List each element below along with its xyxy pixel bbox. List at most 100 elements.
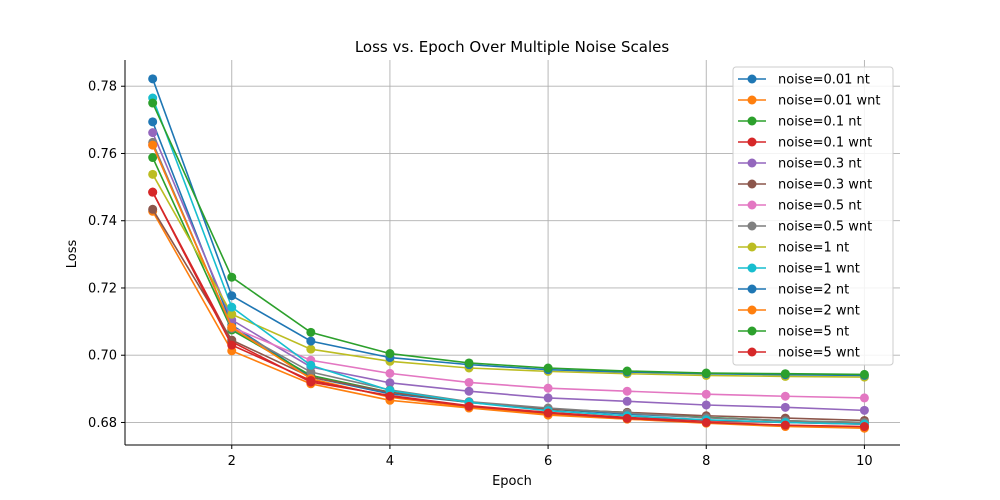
legend-label: noise=0.1 nt	[778, 115, 862, 130]
legend-swatch-marker	[747, 221, 757, 231]
data-point	[622, 366, 632, 376]
data-point	[227, 309, 237, 319]
series-line	[151, 144, 865, 399]
data-point	[385, 378, 395, 388]
data-point	[148, 140, 158, 150]
y-tick-label: 0.78	[88, 80, 117, 95]
legend-label: noise=0.5 nt	[778, 199, 862, 214]
legend-item: noise=0.5 wnt	[738, 220, 872, 235]
data-point	[622, 413, 632, 423]
series-line	[151, 78, 865, 377]
data-point	[227, 302, 237, 312]
legend-swatch-marker	[747, 263, 757, 273]
data-point	[701, 389, 711, 399]
data-point	[543, 383, 553, 393]
data-point	[701, 400, 711, 410]
data-point	[148, 153, 158, 163]
data-point	[543, 393, 553, 403]
data-point	[148, 187, 158, 197]
x-tick-label: 8	[702, 454, 710, 469]
data-point	[306, 327, 316, 337]
data-point	[701, 417, 711, 427]
legend-swatch-marker	[747, 116, 757, 126]
series-noise-5-nt	[148, 98, 869, 379]
legend-item: noise=0.3 wnt	[738, 178, 872, 193]
legend-frame	[732, 66, 894, 366]
data-point	[148, 128, 158, 138]
data-point	[464, 377, 474, 387]
y-tick-label: 0.72	[88, 281, 117, 296]
legend-swatch-marker	[747, 137, 757, 147]
legend-item: noise=0.5 nt	[738, 199, 862, 214]
legend-label: noise=0.01 wnt	[778, 94, 881, 109]
legend-item: noise=2 wnt	[738, 304, 860, 319]
x-tick-label: 6	[544, 454, 552, 469]
legend-label: noise=0.01 nt	[778, 73, 870, 88]
series-line	[151, 102, 865, 376]
chart-title: Loss vs. Epoch Over Multiple Noise Scale…	[355, 38, 670, 56]
series-line	[151, 144, 865, 429]
data-point	[385, 368, 395, 378]
legend-swatch-marker	[747, 158, 757, 168]
legend-item: noise=2 nt	[738, 283, 849, 298]
data-point	[227, 272, 237, 282]
legend-label: noise=0.5 wnt	[778, 220, 872, 235]
data-point	[148, 117, 158, 127]
data-point	[227, 322, 237, 332]
data-point	[464, 401, 474, 411]
data-point	[859, 422, 869, 432]
data-point	[306, 360, 316, 370]
data-point	[227, 340, 237, 350]
data-point	[227, 291, 237, 301]
legend-item: noise=0.01 wnt	[738, 94, 881, 109]
legend-swatch-marker	[747, 242, 757, 252]
legend-swatch-marker	[747, 305, 757, 315]
legend-label: noise=2 wnt	[778, 304, 860, 319]
axes-layer: 2 4 6 8 10 0.68 0.70 0.72 0.74 0.76 0.78	[88, 60, 900, 469]
data-point	[780, 391, 790, 401]
series-line	[151, 208, 865, 422]
legend-label: noise=1 wnt	[778, 262, 860, 277]
legend-swatch-marker	[747, 200, 757, 210]
data-point	[306, 336, 316, 346]
legend-label: noise=2 nt	[778, 283, 849, 298]
data-point	[306, 367, 316, 377]
data-point	[622, 396, 632, 406]
legend-label: noise=0.3 wnt	[778, 178, 872, 193]
legend-item: noise=0.3 nt	[738, 157, 862, 172]
series-layer	[148, 74, 869, 433]
x-tick-label: 4	[386, 454, 394, 469]
series-line	[151, 97, 865, 425]
data-point	[385, 349, 395, 359]
y-tick-label: 0.76	[88, 147, 117, 162]
y-tick-label: 0.74	[88, 214, 117, 229]
data-point	[148, 98, 158, 108]
legend-item: noise=1 nt	[738, 241, 849, 256]
data-point	[148, 74, 158, 84]
legend-swatch-marker	[747, 95, 757, 105]
series-noise-5-wnt	[148, 187, 869, 432]
x-axis-title: Epoch	[492, 474, 532, 489]
legend-item: noise=0.1 wnt	[738, 136, 872, 151]
data-point	[780, 402, 790, 412]
legend-item: noise=5 wnt	[738, 346, 860, 361]
y-axis-title: Loss	[65, 240, 80, 269]
data-point	[148, 169, 158, 179]
legend-label: noise=1 nt	[778, 241, 849, 256]
y-tick-label: 0.70	[88, 349, 117, 364]
data-point	[543, 408, 553, 418]
legend-label: noise=0.3 nt	[778, 157, 862, 172]
data-point	[385, 391, 395, 401]
legend-label: noise=0.1 wnt	[778, 136, 872, 151]
series-line	[151, 173, 865, 378]
legend-swatch-marker	[747, 347, 757, 357]
data-point	[148, 204, 158, 214]
data-point	[464, 358, 474, 368]
legend: noise=0.01 nt noise=0.01 wnt noise=0.1 nt n…	[732, 66, 894, 366]
x-tick-label: 2	[228, 454, 236, 469]
data-point	[622, 386, 632, 396]
x-tick-label: 10	[856, 454, 873, 469]
data-point	[859, 405, 869, 415]
